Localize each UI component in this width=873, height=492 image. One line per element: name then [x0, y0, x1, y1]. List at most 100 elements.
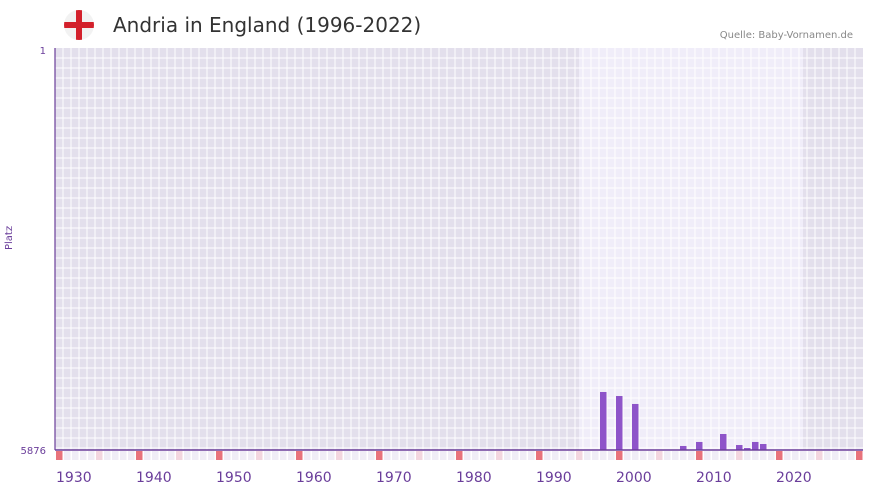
year-marker: [480, 451, 487, 460]
year-marker: [304, 451, 311, 460]
year-marker: [264, 451, 271, 460]
year-marker: [472, 451, 479, 460]
x-tick-label: 1990: [536, 470, 572, 486]
year-marker: [80, 451, 87, 460]
year-marker: [224, 451, 231, 460]
year-marker: [552, 451, 559, 460]
year-marker: [640, 451, 647, 460]
year-marker: [168, 451, 175, 460]
year-marker: [328, 451, 335, 460]
year-marker: [504, 451, 511, 460]
year-marker: [792, 451, 799, 460]
x-tick-label: 2020: [776, 470, 812, 486]
year-marker: [632, 451, 639, 460]
year-marker: [768, 451, 775, 460]
year-marker: [120, 451, 127, 460]
highlight-range: [579, 48, 803, 450]
year-marker: [544, 451, 551, 460]
year-marker: [384, 451, 391, 460]
bar-2015: [752, 441, 759, 450]
bar-1998: [616, 396, 623, 450]
year-marker: [568, 451, 575, 460]
x-tick-label: 1950: [216, 470, 252, 486]
year-marker: [592, 451, 599, 460]
year-marker: [344, 451, 351, 460]
year-marker: [840, 451, 847, 460]
year-marker: [560, 451, 567, 460]
year-marker: [720, 451, 727, 460]
year-marker: [408, 451, 415, 460]
year-marker: [440, 451, 447, 460]
chart-title: Andria in England (1996-2022): [113, 13, 422, 37]
year-marker: [584, 451, 591, 460]
year-marker: [216, 451, 223, 460]
year-marker: [448, 451, 455, 460]
year-marker: [288, 451, 295, 460]
bar-2013: [736, 445, 743, 450]
x-tick-label: 2000: [616, 470, 652, 486]
x-tick-label: 1960: [296, 470, 332, 486]
year-marker: [784, 451, 791, 460]
year-marker: [368, 451, 375, 460]
bar-2008: [696, 441, 703, 450]
year-marker: [704, 451, 711, 460]
year-marker: [104, 451, 111, 460]
bar-2000: [632, 403, 639, 450]
year-marker: [832, 451, 839, 460]
x-tick-label: 1980: [456, 470, 492, 486]
year-marker: [352, 451, 359, 460]
bar-1996: [600, 391, 607, 450]
x-tick-label: 1930: [56, 470, 92, 486]
year-marker: [144, 451, 151, 460]
year-marker: [96, 451, 103, 460]
year-marker: [656, 451, 663, 460]
year-marker: [624, 451, 631, 460]
year-marker: [488, 451, 495, 460]
year-marker: [208, 451, 215, 460]
year-marker: [696, 451, 703, 460]
year-marker: [520, 451, 527, 460]
year-marker: [752, 451, 759, 460]
year-marker: [176, 451, 183, 460]
year-marker: [112, 451, 119, 460]
year-marker: [464, 451, 471, 460]
year-marker: [648, 451, 655, 460]
year-marker: [192, 451, 199, 460]
year-marker: [184, 451, 191, 460]
year-marker: [672, 451, 679, 460]
year-marker: [296, 451, 303, 460]
year-marker: [680, 451, 687, 460]
year-marker: [360, 451, 367, 460]
year-marker: [616, 451, 623, 460]
y-tick-label: 5876: [21, 446, 46, 457]
source-label: Quelle: Baby-Vornamen.de: [719, 30, 853, 41]
year-marker: [256, 451, 263, 460]
year-marker: [400, 451, 407, 460]
year-marker: [56, 451, 63, 460]
x-tick-label: 2010: [696, 470, 732, 486]
year-marker: [600, 451, 607, 460]
year-marker: [72, 451, 79, 460]
year-marker: [664, 451, 671, 460]
year-marker: [848, 451, 855, 460]
year-marker: [776, 451, 783, 460]
year-marker: [88, 451, 95, 460]
year-marker: [248, 451, 255, 460]
year-marker: [800, 451, 807, 460]
x-tick-label: 1940: [136, 470, 172, 486]
year-marker: [456, 451, 463, 460]
year-marker: [240, 451, 247, 460]
year-marker: [808, 451, 815, 460]
year-marker: [496, 451, 503, 460]
year-marker: [232, 451, 239, 460]
year-marker: [528, 451, 535, 460]
year-marker: [280, 451, 287, 460]
year-marker: [760, 451, 767, 460]
year-marker: [512, 451, 519, 460]
year-marker: [128, 451, 135, 460]
year-marker: [816, 451, 823, 460]
year-marker: [416, 451, 423, 460]
year-marker: [272, 451, 279, 460]
year-marker: [336, 451, 343, 460]
